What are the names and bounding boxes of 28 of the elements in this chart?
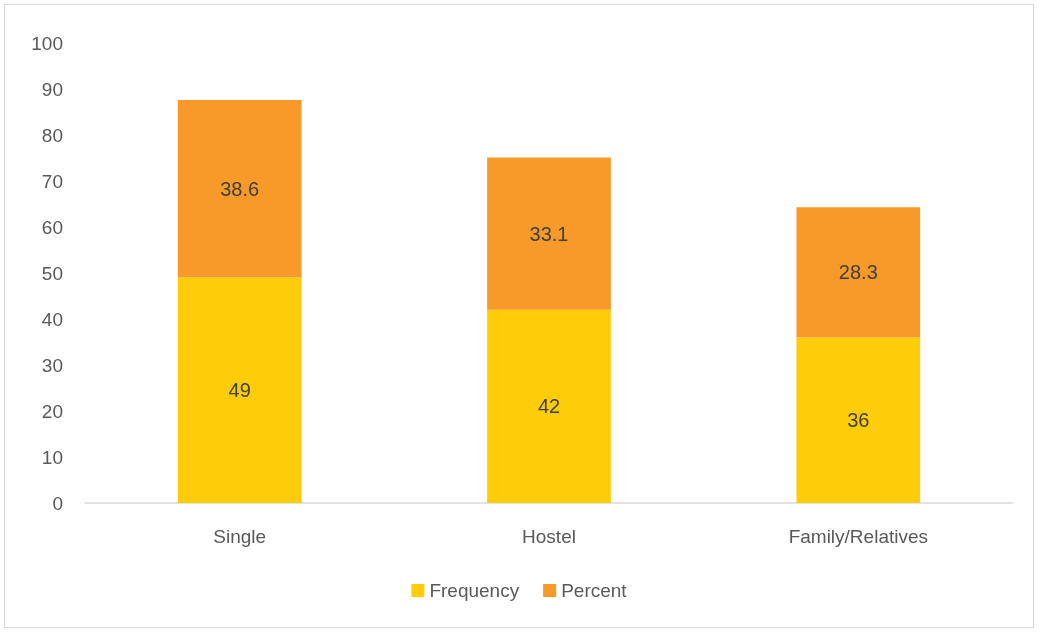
data-label: 28.3 [838, 261, 878, 284]
data-label: 38.6 [220, 177, 260, 200]
data-label: 33.1 [529, 222, 569, 245]
y-tick-label: 70 [41, 170, 63, 192]
x-tick-label: Single [213, 526, 267, 547]
data-label: 42 [537, 395, 561, 418]
x-tick-label: Family/Relatives [788, 526, 929, 547]
data-label: 49 [228, 379, 251, 402]
y-tick-label: 80 [41, 124, 63, 146]
data-label: 36 [847, 409, 870, 432]
bar [177, 100, 302, 278]
bar [177, 277, 302, 503]
y-tick-label: 30 [41, 354, 63, 376]
y-tick-label: 90 [41, 78, 63, 100]
y-tick-label: 0 [52, 492, 63, 514]
x-tick-label: Hostel [522, 526, 576, 547]
bar [796, 337, 921, 503]
bar [487, 309, 611, 503]
legend-label: Frequency [429, 580, 520, 601]
y-tick-label: 10 [41, 446, 63, 468]
bar [487, 157, 611, 310]
y-tick-label: 60 [41, 216, 63, 238]
y-tick-label: 20 [41, 400, 63, 422]
legend-label: Percent [561, 580, 628, 601]
y-tick-label: 40 [41, 308, 63, 330]
bar [796, 207, 921, 338]
y-tick-label: 50 [41, 262, 63, 284]
y-tick-label: 100 [31, 32, 63, 54]
